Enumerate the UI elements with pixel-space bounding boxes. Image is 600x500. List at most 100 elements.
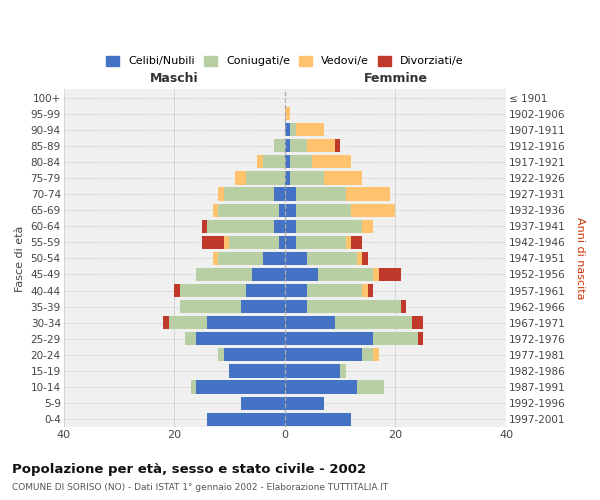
Bar: [318, 268, 373, 281]
Bar: [285, 348, 362, 362]
Bar: [357, 380, 385, 394]
Bar: [229, 364, 285, 378]
Bar: [357, 252, 362, 265]
Bar: [218, 252, 263, 265]
Bar: [285, 156, 290, 168]
Bar: [296, 188, 346, 200]
Bar: [213, 252, 218, 265]
Bar: [373, 348, 379, 362]
Legend: Celibi/Nubili, Coniugati/e, Vedovi/e, Divorziati/e: Celibi/Nubili, Coniugati/e, Vedovi/e, Di…: [101, 51, 468, 71]
Bar: [285, 252, 307, 265]
Bar: [274, 220, 285, 233]
Bar: [263, 252, 285, 265]
Bar: [296, 220, 362, 233]
Bar: [335, 139, 340, 152]
Bar: [285, 380, 357, 394]
Bar: [379, 268, 401, 281]
Bar: [285, 412, 351, 426]
Bar: [290, 156, 313, 168]
Bar: [185, 332, 196, 345]
Text: COMUNE DI SORISO (NO) - Dati ISTAT 1° gennaio 2002 - Elaborazione TUTTITALIA.IT: COMUNE DI SORISO (NO) - Dati ISTAT 1° ge…: [12, 484, 388, 492]
Bar: [307, 252, 357, 265]
Bar: [224, 236, 229, 249]
Bar: [213, 204, 218, 216]
Bar: [285, 332, 373, 345]
Bar: [235, 172, 246, 184]
Bar: [313, 156, 351, 168]
Bar: [296, 236, 346, 249]
Bar: [241, 396, 285, 409]
Bar: [202, 236, 224, 249]
Bar: [296, 123, 323, 136]
Y-axis label: Anni di nascita: Anni di nascita: [575, 217, 585, 300]
Bar: [285, 123, 290, 136]
Bar: [169, 316, 208, 330]
Bar: [346, 236, 351, 249]
Bar: [279, 236, 285, 249]
Bar: [163, 316, 169, 330]
Bar: [296, 204, 351, 216]
Bar: [290, 172, 323, 184]
Bar: [208, 220, 274, 233]
Bar: [285, 204, 296, 216]
Bar: [373, 332, 418, 345]
Bar: [340, 364, 346, 378]
Bar: [307, 300, 401, 313]
Bar: [208, 316, 285, 330]
Bar: [285, 316, 335, 330]
Bar: [362, 348, 373, 362]
Bar: [285, 107, 290, 120]
Bar: [208, 412, 285, 426]
Bar: [285, 284, 307, 297]
Bar: [362, 252, 368, 265]
Bar: [251, 268, 285, 281]
Bar: [285, 236, 296, 249]
Bar: [196, 332, 285, 345]
Bar: [285, 396, 323, 409]
Bar: [224, 188, 274, 200]
Bar: [362, 220, 373, 233]
Bar: [180, 284, 246, 297]
Bar: [285, 364, 340, 378]
Text: Popolazione per età, sesso e stato civile - 2002: Popolazione per età, sesso e stato civil…: [12, 462, 366, 475]
Bar: [362, 284, 368, 297]
Bar: [196, 268, 251, 281]
Bar: [202, 220, 208, 233]
Text: Maschi: Maschi: [150, 72, 199, 86]
Bar: [241, 300, 285, 313]
Bar: [290, 139, 307, 152]
Bar: [307, 139, 335, 152]
Bar: [263, 156, 285, 168]
Bar: [229, 236, 279, 249]
Bar: [373, 268, 379, 281]
Bar: [274, 188, 285, 200]
Bar: [351, 204, 395, 216]
Bar: [246, 172, 285, 184]
Bar: [285, 139, 290, 152]
Bar: [285, 300, 307, 313]
Bar: [224, 348, 285, 362]
Bar: [285, 268, 318, 281]
Bar: [335, 316, 412, 330]
Bar: [418, 332, 423, 345]
Bar: [196, 380, 285, 394]
Bar: [285, 172, 290, 184]
Bar: [351, 236, 362, 249]
Bar: [346, 188, 390, 200]
Bar: [274, 139, 285, 152]
Bar: [285, 220, 296, 233]
Y-axis label: Fasce di età: Fasce di età: [15, 225, 25, 292]
Bar: [246, 284, 285, 297]
Text: Femmine: Femmine: [364, 72, 427, 86]
Bar: [368, 284, 373, 297]
Bar: [257, 156, 263, 168]
Bar: [279, 204, 285, 216]
Bar: [218, 188, 224, 200]
Bar: [285, 188, 296, 200]
Bar: [307, 284, 362, 297]
Bar: [180, 300, 241, 313]
Bar: [191, 380, 196, 394]
Bar: [218, 348, 224, 362]
Bar: [401, 300, 406, 313]
Bar: [218, 204, 279, 216]
